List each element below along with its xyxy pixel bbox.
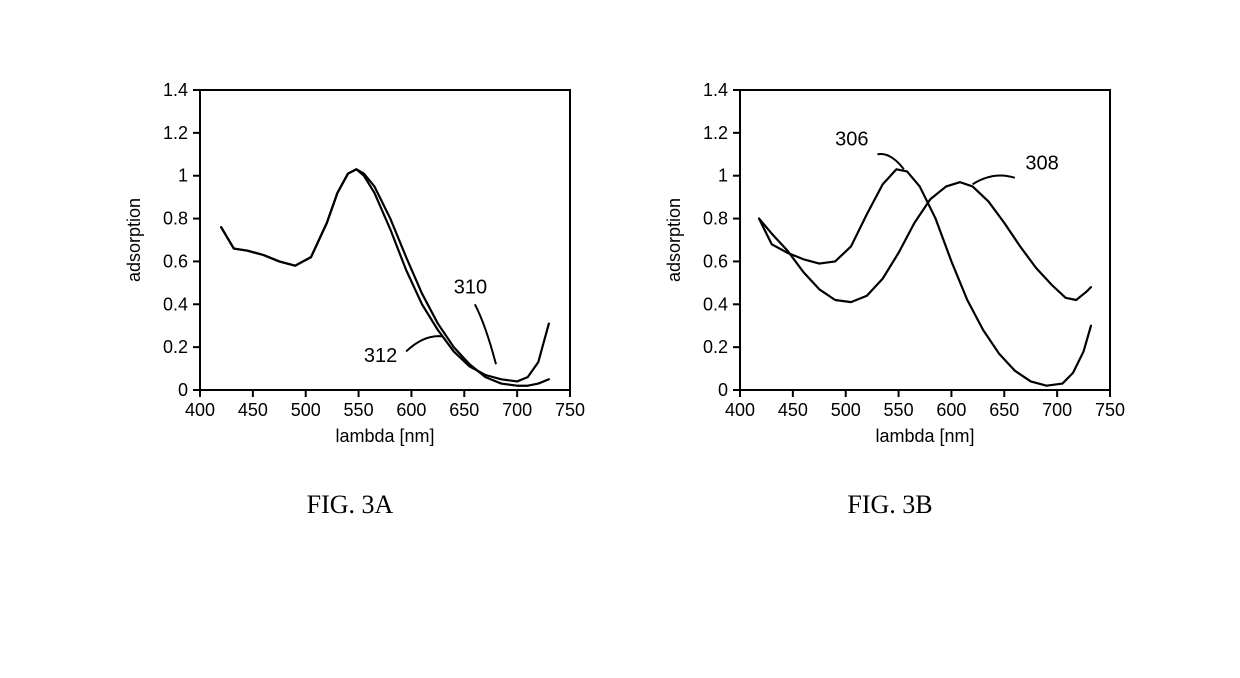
svg-text:1: 1	[718, 166, 728, 186]
panel-fig3a: 400 450 500 550 600 650 700 750 0 0.2 0.4 0.6 0.8 1 1.…	[110, 60, 590, 520]
svg-text:0.4: 0.4	[163, 294, 188, 314]
svg-text:0.4: 0.4	[703, 294, 728, 314]
figure-container: 400 450 500 550 600 650 700 750 0 0.2 0.4 0.6 0.8 1 1.…	[0, 0, 1240, 520]
svg-text:lambda [nm]: lambda [nm]	[335, 426, 434, 446]
svg-text:500: 500	[291, 400, 321, 420]
caption-fig3a: FIG. 3A	[307, 490, 394, 520]
svg-text:750: 750	[555, 400, 585, 420]
svg-text:650: 650	[449, 400, 479, 420]
plot-fig3b: 400 450 500 550 600 650 700 750 0 0.2 0.4 0.6 0.8 1 1.…	[650, 60, 1130, 470]
svg-text:500: 500	[831, 400, 861, 420]
svg-text:308: 308	[1025, 152, 1058, 174]
svg-text:lambda [nm]: lambda [nm]	[875, 426, 974, 446]
svg-text:0.6: 0.6	[163, 251, 188, 271]
svg-text:0.6: 0.6	[703, 251, 728, 271]
svg-text:0.8: 0.8	[703, 209, 728, 229]
svg-text:550: 550	[344, 400, 374, 420]
svg-text:0.8: 0.8	[163, 209, 188, 229]
caption-fig3b: FIG. 3B	[847, 490, 932, 520]
plot-fig3a: 400 450 500 550 600 650 700 750 0 0.2 0.4 0.6 0.8 1 1.…	[110, 60, 590, 470]
svg-text:700: 700	[502, 400, 532, 420]
svg-text:1.4: 1.4	[163, 80, 188, 100]
svg-text:306: 306	[835, 129, 868, 151]
svg-text:750: 750	[1095, 400, 1125, 420]
svg-text:adsorption: adsorption	[124, 198, 144, 282]
svg-text:700: 700	[1042, 400, 1072, 420]
svg-text:600: 600	[396, 400, 426, 420]
panel-fig3b: 400 450 500 550 600 650 700 750 0 0.2 0.4 0.6 0.8 1 1.…	[650, 60, 1130, 520]
svg-text:450: 450	[778, 400, 808, 420]
svg-text:1.2: 1.2	[703, 123, 728, 143]
svg-text:0.2: 0.2	[163, 337, 188, 357]
svg-text:650: 650	[989, 400, 1019, 420]
svg-text:adsorption: adsorption	[664, 198, 684, 282]
svg-text:400: 400	[185, 400, 215, 420]
svg-text:1.2: 1.2	[163, 123, 188, 143]
svg-text:0: 0	[178, 380, 188, 400]
svg-text:400: 400	[725, 400, 755, 420]
svg-text:450: 450	[238, 400, 268, 420]
svg-text:310: 310	[454, 277, 487, 299]
svg-text:312: 312	[364, 345, 397, 367]
svg-text:1.4: 1.4	[703, 80, 728, 100]
svg-text:0: 0	[718, 380, 728, 400]
svg-text:1: 1	[178, 166, 188, 186]
svg-text:550: 550	[884, 400, 914, 420]
svg-text:600: 600	[936, 400, 966, 420]
svg-text:0.2: 0.2	[703, 337, 728, 357]
